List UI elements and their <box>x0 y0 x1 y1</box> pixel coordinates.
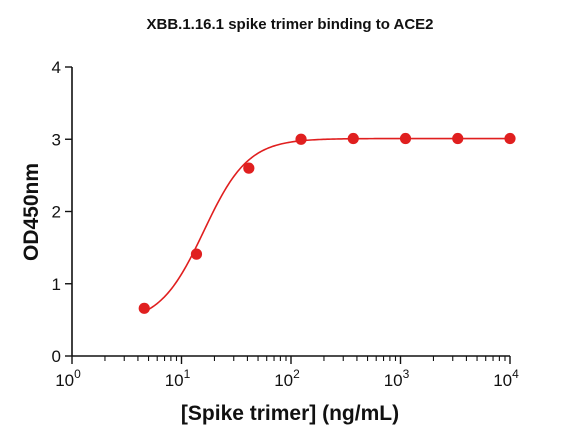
fit-curve <box>143 137 510 313</box>
data-point <box>504 132 516 145</box>
x-ticks: 100 101 102 103 104 <box>55 356 519 390</box>
x-axis-label: [Spike trimer] (ng/mL) <box>181 402 399 425</box>
axes <box>71 67 510 357</box>
y-ticks: 0 1 2 3 4 <box>52 58 72 366</box>
data-point <box>452 132 464 145</box>
x-tick-label: 102 <box>274 367 300 390</box>
chart-title: XBB.1.16.1 spike trimer binding to ACE2 <box>146 16 433 33</box>
data-point <box>243 162 255 174</box>
x-tick-label: 104 <box>493 367 519 390</box>
data-points-layer <box>138 132 516 314</box>
x-tick-label: 100 <box>55 367 81 390</box>
data-point <box>399 132 412 145</box>
y-tick-label: 0 <box>52 347 61 366</box>
y-tick-label: 1 <box>52 275 61 294</box>
y-tick-label: 4 <box>52 58 61 77</box>
y-tick-label: 2 <box>52 203 61 222</box>
data-point <box>190 248 203 260</box>
x-tick-label: 103 <box>384 367 410 390</box>
x-tick-label: 101 <box>165 367 191 390</box>
data-point <box>138 302 150 314</box>
fit-curve-layer <box>143 137 510 313</box>
y-tick-label: 3 <box>52 130 61 149</box>
data-point <box>295 133 307 145</box>
data-point <box>347 132 359 145</box>
y-axis-label: OD450nm <box>20 163 43 261</box>
